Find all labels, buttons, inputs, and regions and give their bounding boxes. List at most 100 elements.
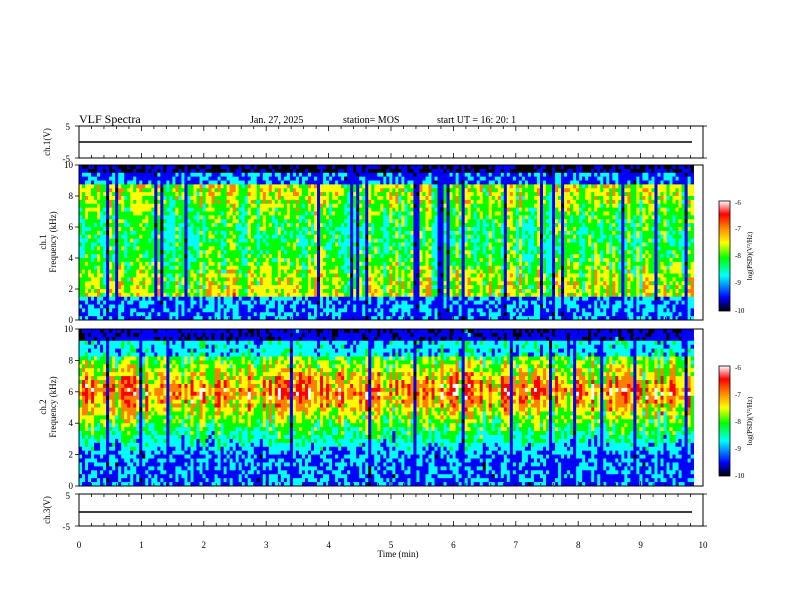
- spectrogram-cell: [115, 215, 119, 220]
- spectrogram-cell: [223, 211, 227, 216]
- spectrogram-cell: [320, 203, 324, 208]
- spectrogram-cell: [419, 312, 423, 317]
- spectrogram-cell: [247, 211, 252, 216]
- spectrogram-cell: [88, 304, 92, 309]
- spectrogram-cell: [386, 172, 390, 177]
- spectrogram-cell: [338, 184, 342, 189]
- spectrogram-cell: [392, 184, 396, 189]
- spectrogram-cell: [94, 203, 98, 208]
- spectrogram-cell: [79, 242, 83, 247]
- spectrogram-cell: [139, 176, 143, 181]
- spectrogram-cell: [82, 296, 86, 301]
- spectrogram-cell: [353, 223, 357, 228]
- spectrogram-cell: [301, 242, 306, 247]
- spectrogram-cell: [139, 300, 143, 305]
- spectrogram-cell: [332, 219, 336, 224]
- spectrogram-cell: [100, 196, 104, 201]
- spectrogram-cell: [286, 296, 291, 301]
- spectrogram-cell: [332, 180, 336, 185]
- spectrogram-cell: [344, 261, 348, 267]
- spectrogram-cell: [82, 238, 86, 243]
- spectrogram-cell: [304, 184, 309, 189]
- spectrogram-cell: [151, 180, 155, 185]
- spectrogram-cell: [229, 292, 233, 298]
- spectrogram-cell: [82, 308, 86, 313]
- spectrogram-cell: [94, 165, 98, 170]
- spectrogram-cell: [298, 180, 303, 185]
- spectrogram-cell: [350, 285, 354, 290]
- spectrogram-cell: [359, 223, 363, 228]
- spectrogram-cell: [223, 230, 227, 236]
- spectrogram-cell: [178, 223, 182, 228]
- spectrogram-cell: [112, 211, 116, 216]
- spectrogram-cell: [196, 269, 200, 274]
- spectrogram-cell: [413, 223, 417, 228]
- spectrogram-cell: [232, 176, 236, 181]
- spectrogram-cell: [383, 277, 387, 282]
- spectrogram-cell: [127, 304, 131, 309]
- spectrogram-cell: [82, 261, 86, 267]
- spectrogram-cell: [208, 300, 212, 305]
- spectrogram-cell: [187, 196, 191, 201]
- spectrogram-cell: [145, 300, 149, 305]
- spectrogram-cell: [253, 223, 258, 228]
- spectrogram-cell: [229, 277, 233, 282]
- spectrogram-cell: [175, 273, 179, 278]
- spectrogram-cell: [401, 316, 405, 321]
- spectrogram-cell: [416, 300, 420, 305]
- spectrogram-cell: [166, 211, 170, 216]
- spectrogram-cell: [151, 207, 155, 212]
- spectrogram-cell: [317, 192, 321, 197]
- spectrogram-cell: [323, 273, 327, 278]
- spectrogram-cell: [301, 277, 306, 282]
- spectrogram-cell: [235, 223, 239, 228]
- spectrogram-cell: [232, 285, 236, 290]
- spectrogram-cell: [274, 238, 279, 243]
- ch1-ytick-top: 5: [66, 122, 71, 132]
- spectrogram-cell: [112, 246, 116, 251]
- spectrogram-cell: [434, 273, 438, 278]
- spectrogram-cell: [338, 296, 342, 301]
- spectrogram-cell: [226, 188, 230, 193]
- spectrogram-cell: [142, 180, 146, 185]
- spectrogram-cell: [443, 219, 447, 224]
- spectrogram-cell: [184, 230, 188, 236]
- spectrogram-cell: [163, 184, 167, 189]
- spectrogram-cell: [124, 223, 128, 228]
- spectrogram-cell: [220, 289, 224, 294]
- spectrogram-cell: [79, 184, 83, 189]
- spectrogram-cell: [160, 211, 164, 216]
- spectrogram-cell: [229, 300, 233, 305]
- spectrogram-cell: [277, 211, 282, 216]
- spectrogram-cell: [169, 203, 173, 208]
- spectrogram-cell: [175, 188, 179, 193]
- spectrogram-cell: [350, 165, 354, 170]
- spectrogram-cell: [323, 215, 327, 220]
- spectrogram-cell: [88, 281, 92, 286]
- spectrogram-cell: [283, 172, 288, 177]
- spectrogram-cell: [85, 172, 89, 177]
- spectrogram-cell: [124, 285, 128, 290]
- spectrogram-cell: [341, 199, 345, 205]
- spectrogram-cell: [307, 192, 312, 197]
- spectrogram-cell: [398, 199, 402, 205]
- spectrogram-cell: [205, 281, 209, 286]
- spectrogram-cell: [220, 300, 224, 305]
- spectrogram-cell: [323, 304, 327, 309]
- spectrogram-cell: [160, 180, 164, 185]
- spectrogram-cell: [172, 258, 176, 263]
- spectrogram-cell: [371, 285, 375, 290]
- spectrogram-cell: [79, 281, 83, 286]
- spectrogram-cell: [380, 300, 384, 305]
- spectrogram-cell: [301, 285, 306, 290]
- spectrogram-cell: [109, 188, 113, 193]
- spectrogram-cell: [118, 196, 122, 201]
- spectrogram-cell: [395, 227, 399, 232]
- spectrogram-cell: [368, 242, 372, 247]
- spectrogram-cell: [199, 234, 203, 239]
- spectrogram-cell: [112, 223, 116, 228]
- spectrogram-cell: [389, 261, 393, 267]
- spectrogram-cell: [359, 250, 363, 255]
- spectrogram-cell: [97, 180, 101, 185]
- spectrogram-cell: [295, 269, 300, 274]
